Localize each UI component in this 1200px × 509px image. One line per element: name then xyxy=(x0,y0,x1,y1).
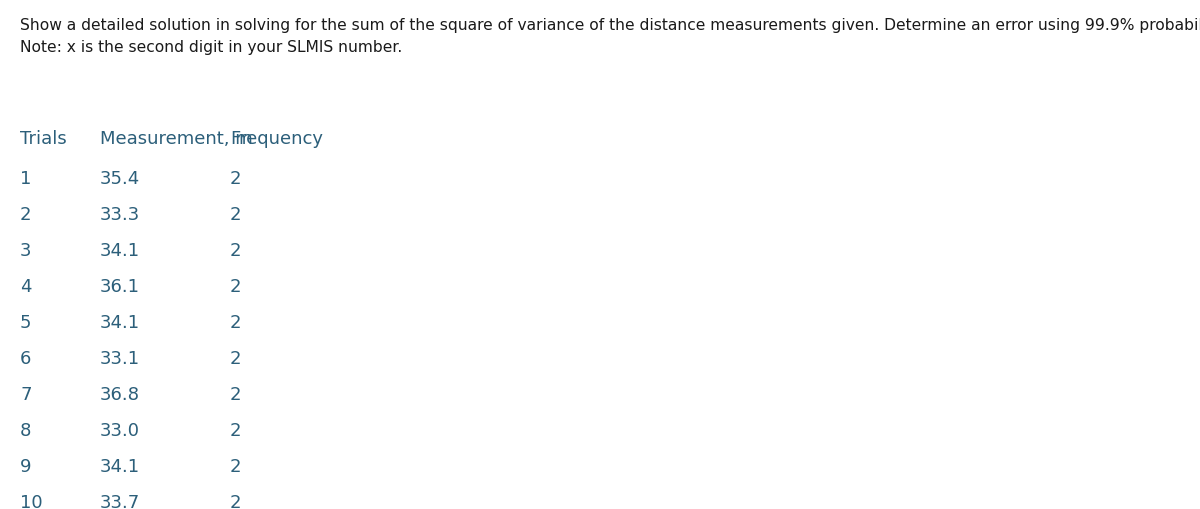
Text: 2: 2 xyxy=(230,422,241,440)
Text: 9: 9 xyxy=(20,458,31,476)
Text: 34.1: 34.1 xyxy=(100,314,140,332)
Text: 33.3: 33.3 xyxy=(100,206,140,224)
Text: 36.1: 36.1 xyxy=(100,278,140,296)
Text: Frequency: Frequency xyxy=(230,130,323,148)
Text: 2: 2 xyxy=(230,314,241,332)
Text: 33.1: 33.1 xyxy=(100,350,140,368)
Text: 10: 10 xyxy=(20,494,43,509)
Text: 2: 2 xyxy=(230,170,241,188)
Text: 6: 6 xyxy=(20,350,31,368)
Text: 2: 2 xyxy=(230,206,241,224)
Text: 2: 2 xyxy=(230,458,241,476)
Text: 36.8: 36.8 xyxy=(100,386,140,404)
Text: 2: 2 xyxy=(230,494,241,509)
Text: Trials: Trials xyxy=(20,130,67,148)
Text: 2: 2 xyxy=(230,278,241,296)
Text: 33.7: 33.7 xyxy=(100,494,140,509)
Text: 34.1: 34.1 xyxy=(100,242,140,260)
Text: 3: 3 xyxy=(20,242,31,260)
Text: 35.4: 35.4 xyxy=(100,170,140,188)
Text: 8: 8 xyxy=(20,422,31,440)
Text: 2: 2 xyxy=(230,386,241,404)
Text: 33.0: 33.0 xyxy=(100,422,140,440)
Text: 34.1: 34.1 xyxy=(100,458,140,476)
Text: 1: 1 xyxy=(20,170,31,188)
Text: 5: 5 xyxy=(20,314,31,332)
Text: Note: x is the second digit in your SLMIS number.: Note: x is the second digit in your SLMI… xyxy=(20,40,402,55)
Text: 4: 4 xyxy=(20,278,31,296)
Text: 2: 2 xyxy=(230,242,241,260)
Text: 2: 2 xyxy=(20,206,31,224)
Text: 7: 7 xyxy=(20,386,31,404)
Text: Measurement, m: Measurement, m xyxy=(100,130,253,148)
Text: Show a detailed solution in solving for the sum of the square of variance of the: Show a detailed solution in solving for … xyxy=(20,18,1200,33)
Text: 2: 2 xyxy=(230,350,241,368)
